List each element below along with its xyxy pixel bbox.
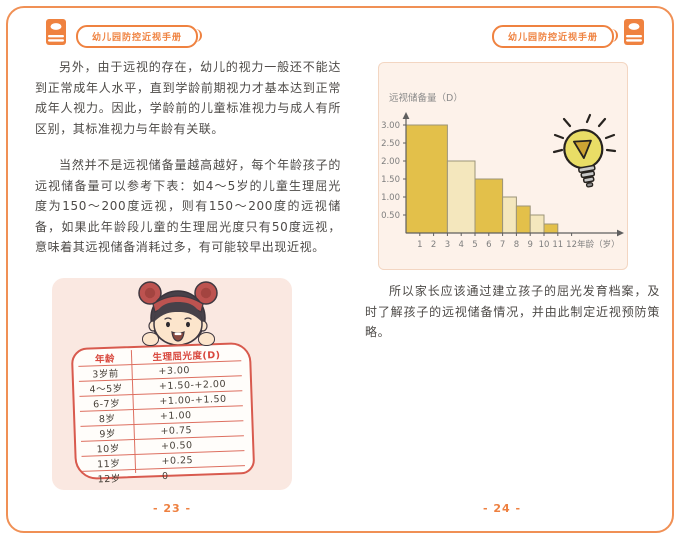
svg-text:12: 12 — [566, 240, 577, 250]
svg-text:1: 1 — [417, 240, 422, 250]
svg-text:远视储备量（D）: 远视储备量（D） — [389, 92, 463, 104]
right-page-header: 幼儿园防控近视手册 — [492, 18, 645, 48]
illustration-panel: 年龄 生理屈光度(D) 3岁前 +3.00 4～5岁 +1.50-+2.00 6-7岁 +1.… — [52, 278, 292, 490]
svg-text:0.50: 0.50 — [381, 211, 400, 221]
svg-text:3: 3 — [445, 240, 450, 250]
svg-text:年龄（岁）: 年龄（岁） — [577, 239, 620, 250]
paragraph-1: 另外，由于远视的存在，幼儿的视力一般还不能达到正常成年人水平，直到学龄前期视力才… — [35, 60, 341, 136]
chart-panel: 0.50 1.00 1.50 2.00 2.50 3.00 1 2 3 4 5 6 7 8 9 10 11 12 年… — [378, 62, 628, 270]
header-title-pill: 幼儿园防控近视手册 — [76, 25, 202, 48]
svg-text:9: 9 — [527, 240, 532, 250]
svg-text:11: 11 — [552, 240, 563, 250]
lightbulb-icon — [552, 113, 617, 188]
svg-text:2.00: 2.00 — [381, 157, 400, 167]
page-number-24: - 24 - — [482, 502, 522, 515]
svg-text:3.00: 3.00 — [381, 121, 400, 131]
paragraph-2: 当然并不是远视储备量越高越好，每个年龄孩子的远视储备量可以参考下表：如4～5岁的… — [35, 158, 341, 254]
girl-hand-right — [198, 332, 215, 346]
book-icon — [46, 19, 66, 45]
svg-text:4: 4 — [458, 240, 463, 250]
header-title: 幼儿园防控近视手册 — [91, 33, 182, 43]
header-title-pill: 幼儿园防控近视手册 — [492, 25, 618, 48]
svg-text:7: 7 — [500, 240, 505, 250]
svg-text:6: 6 — [486, 240, 491, 250]
refraction-table: 年龄 生理屈光度(D) 3岁前 +3.00 4～5岁 +1.50-+2.00 6-7岁 +1.… — [77, 346, 245, 485]
book-icon — [624, 19, 644, 45]
svg-text:2.50: 2.50 — [381, 139, 400, 149]
left-page-header: 幼儿园防控近视手册 — [45, 18, 202, 48]
svg-text:1.50: 1.50 — [381, 175, 400, 185]
girl-hand-left — [142, 332, 159, 346]
svg-text:10: 10 — [539, 240, 550, 250]
hyperopia-reserve-chart: 0.501.001.502.002.503.001 2 3 4 5 6 7 8 9 10 11 12 年… — [381, 92, 624, 250]
paragraph-right: 所以家长应该通过建立孩子的屈光发育档案，及时了解孩子的远视储备情况，并由此制定近… — [365, 284, 660, 339]
svg-text:1.00: 1.00 — [381, 193, 400, 203]
header-title: 幼儿园防控近视手册 — [507, 33, 598, 43]
refraction-table-board: 年龄 生理屈光度(D) 3岁前 +3.00 4～5岁 +1.50-+2.00 6-7岁 +1.… — [70, 341, 256, 485]
page-number-23: - 23 - — [152, 502, 192, 515]
svg-text:2: 2 — [431, 240, 436, 250]
svg-text:5: 5 — [472, 240, 477, 250]
girl-illustration — [138, 281, 218, 346]
svg-text:8: 8 — [514, 240, 519, 250]
